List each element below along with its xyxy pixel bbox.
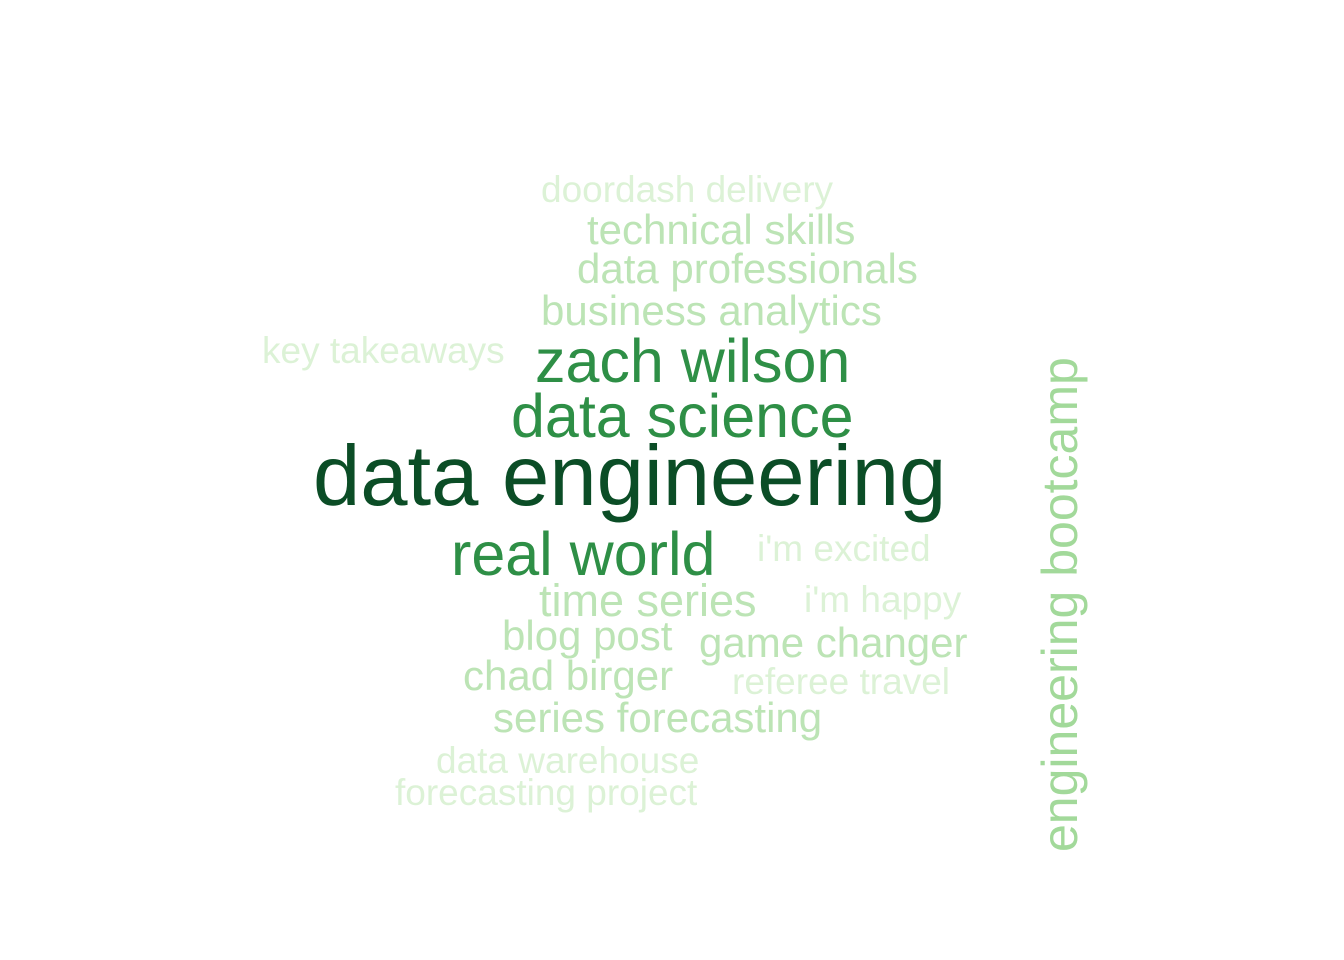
word-referee-travel: referee travel bbox=[732, 661, 950, 702]
word-chad-birger: chad birger bbox=[463, 652, 674, 699]
word-zach-wilson: zach wilson bbox=[535, 327, 851, 395]
word-key-takeaways: key takeaways bbox=[262, 330, 505, 371]
word-data-engineering: data engineering bbox=[313, 429, 947, 524]
word-im-happy: i'm happy bbox=[804, 579, 962, 620]
word-technical-skills: technical skills bbox=[587, 206, 856, 253]
word-business-analytics: business analytics bbox=[541, 287, 882, 334]
word-engineering-bootcamp: engineering bootcamp bbox=[1032, 357, 1088, 852]
word-im-excited: i'm excited bbox=[757, 528, 931, 569]
word-data-science: data science bbox=[511, 382, 854, 450]
word-forecasting-project: forecasting project bbox=[395, 772, 698, 813]
word-blog-post: blog post bbox=[502, 612, 673, 659]
word-data-professionals: data professionals bbox=[577, 245, 918, 292]
word-game-changer: game changer bbox=[699, 619, 968, 666]
word-time-series: time series bbox=[539, 575, 757, 626]
word-series-forecasting: series forecasting bbox=[493, 694, 823, 741]
word-real-world: real world bbox=[451, 520, 716, 588]
word-data-warehouse: data warehouse bbox=[436, 740, 700, 781]
word-doordash-delivery: doordash delivery bbox=[541, 169, 834, 210]
